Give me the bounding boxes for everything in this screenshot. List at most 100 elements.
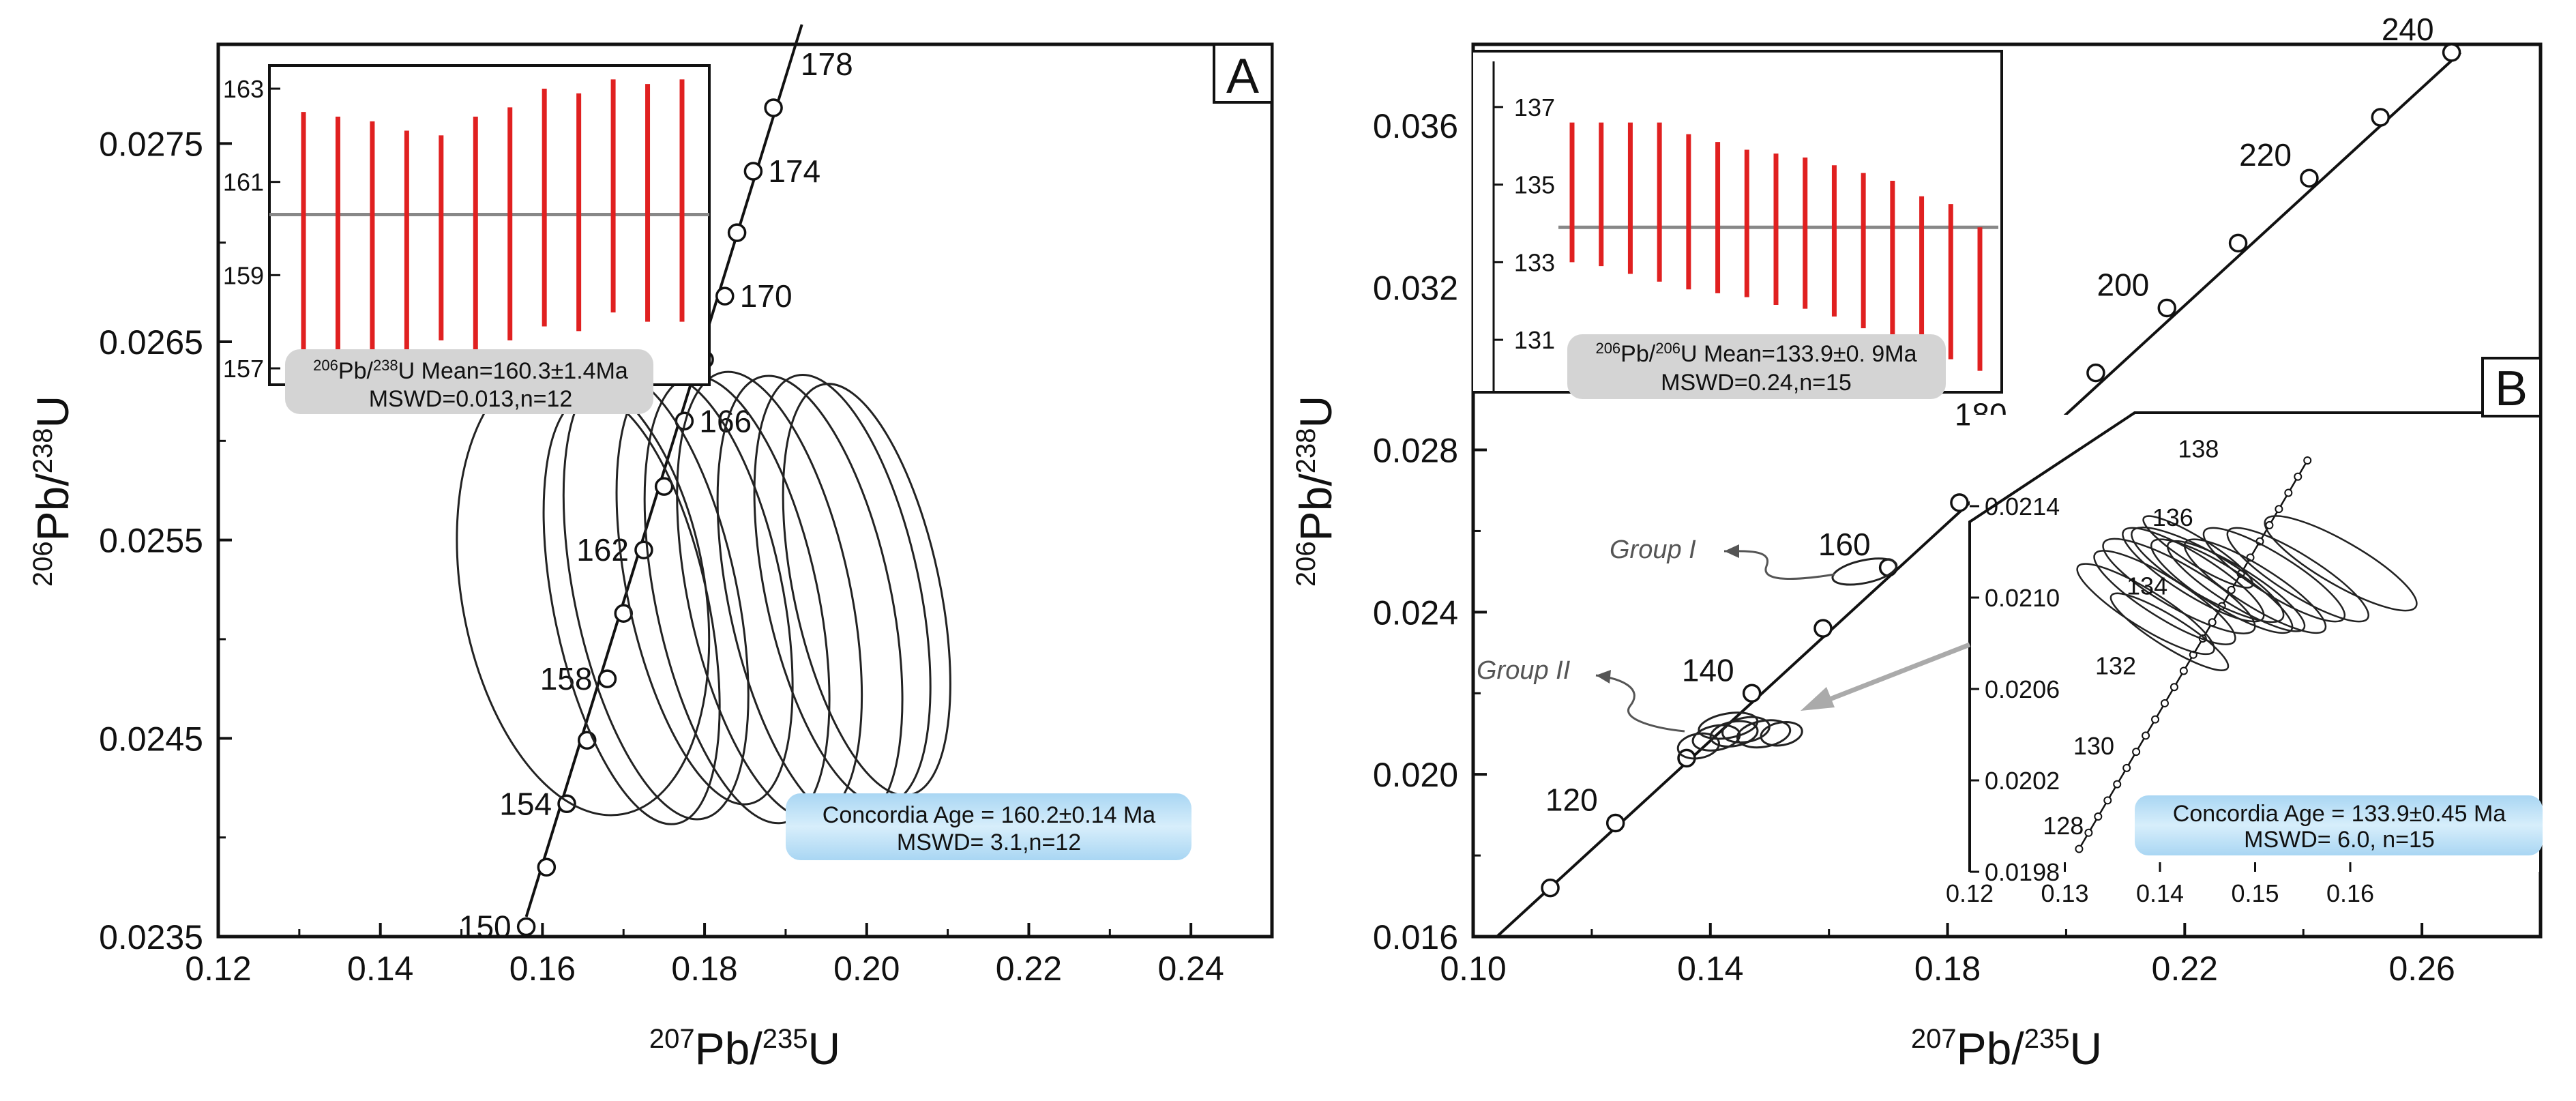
x-tick-label: 0.14 [1677,950,1743,988]
x-tick-label: 0.12 [185,950,251,988]
concordia-age-label: 120 [1545,782,1598,818]
y-tick-label: 0.0265 [99,323,203,362]
concordia-age-label: 240 [2382,12,2434,47]
zoom-concordia-marker [2151,715,2160,724]
x-tick-label: 0.24 [1157,950,1224,988]
panel-a: 0.12 0.14 0.16 0.18 0.20 0.22 0.24 0.0235 0.024… [27,24,1274,1074]
x-tick-label: 0.18 [1914,950,1981,988]
x-tick-label: 0.22 [996,950,1062,988]
concordia-age-label: 160 [1818,527,1871,562]
inset-y-tick-label: 135 [1514,171,1555,199]
panel-a-x-axis: 0.12 0.14 0.16 0.18 0.20 0.22 0.24 [185,923,1224,988]
panel-b-mean-line2: MSWD=0.24,n=15 [1661,370,1852,396]
x-tick-label: 0.16 [509,950,576,988]
concordia-age-marker [764,98,783,117]
inset-y-tick-label: 131 [1514,326,1555,354]
x-tick-label: 0.14 [347,950,413,988]
concordia-age-label: 166 [699,403,752,439]
zoom-concordia-line2: MSWD= 6.0, n=15 [2244,827,2435,853]
y-tick-label: 0.0275 [99,125,203,163]
zoom-age-label: 130 [2073,732,2114,760]
concordia-age-label: 140 [1682,652,1734,688]
error-ellipse [1691,724,1741,752]
inset-y-tick-label: 161 [223,168,264,196]
concordia-age-marker [715,287,735,306]
error-ellipse [1831,557,1898,586]
panel-a-concordia-age-line1: Concordia Age = 160.2±0.14 Ma [823,802,1155,828]
concordia-age-label: 154 [499,786,552,821]
y-tick-label: 0.020 [1373,756,1458,794]
zoom-concordia-line1: Concordia Age = 133.9±0.45 Ma [2173,801,2506,827]
x-tick-label: 0.18 [671,950,737,988]
zoom-y-tick-label: 0.0198 [1985,858,2060,886]
panel-b-mean-inset: 131 133 135 137 206Pb/206U Mean=133.9±0. 9M… [1473,50,2003,399]
y-tick-label: 0.0255 [99,522,203,560]
panel-a-y-title: 206Pb/238U [27,396,78,587]
y-tick-label: 0.032 [1373,269,1458,308]
error-ellipse [1698,711,1759,740]
panel-b-x-axis: 0.10 0.14 0.18 0.22 0.26 [1440,923,2455,988]
zoom-x-tick-label: 0.16 [2326,879,2374,907]
concordia-age-marker [1541,878,1560,898]
zoom-concordia-marker [2075,845,2084,853]
zoom-age-label: 138 [2178,435,2219,463]
group-1-arrowhead [1724,544,1739,558]
zoom-concordia-marker [2094,812,2103,821]
zoom-concordia-marker [2122,763,2131,772]
concordia-age-marker [2300,168,2319,188]
y-tick-label: 0.028 [1373,432,1458,470]
concordia-age-marker [537,857,557,877]
zoom-concordia-marker [2179,666,2188,675]
concordia-age-label: 174 [768,153,820,189]
concordia-age-marker [2086,363,2105,383]
zoom-concordia-marker [2170,683,2178,692]
zoom-age-label: 134 [2127,572,2167,600]
x-tick-label: 0.22 [2152,950,2218,988]
panel-b-group-labels: Group I Group II [1477,535,1835,733]
zoom-x-tick-label: 0.15 [2231,879,2279,907]
inset-y-tick-label: 133 [1514,248,1555,276]
concordia-age-label: 178 [801,46,853,82]
zoom-inset-diag-edge [1968,411,2136,523]
zoom-error-ellipse [2183,538,2327,634]
panel-b: 0.10 0.14 0.18 0.22 0.26 0.016 0.020 0.024 0.02… [1290,12,2543,1074]
zoom-concordia-marker [2103,796,2112,805]
panel-a-concordia-age-box: Concordia Age = 160.2±0.14 Ma MSWD= 3.1,… [786,793,1191,860]
zoom-age-label: 136 [2152,503,2193,531]
error-ellipse [1760,721,1803,747]
zoom-error-ellipse [2122,527,2265,623]
panel-a-label-box [1213,43,1273,104]
concordia-age-marker [2157,298,2176,318]
panel-a-concordia-age-line2: MSWD= 3.1,n=12 [897,830,1081,855]
zoom-error-ellipse [2109,592,2230,671]
zoom-concordia-marker [2113,780,2122,789]
concordia-age-marker [1605,813,1625,833]
zoom-age-label: 128 [2043,812,2084,840]
error-ellipse [1736,719,1792,749]
zoom-concordia-marker [2275,505,2283,514]
zoom-pointer-arrowhead [1801,687,1835,711]
zoom-concordia-marker [2084,828,2093,837]
zoom-age-label: 132 [2095,652,2136,680]
zoom-concordia-box [2135,795,2543,855]
zoom-y-tick-label: 0.0202 [1985,767,2060,795]
concordia-age-marker [1742,684,1762,703]
zoom-error-ellipse [2264,515,2418,612]
zoom-x-tick-label: 0.12 [1946,879,1994,907]
zoom-concordia-marker [2265,520,2274,529]
panel-b-y-axis: 0.016 0.020 0.024 0.028 0.032 0.036 [1373,107,1487,956]
y-tick-label: 0.016 [1373,918,1458,956]
y-tick-label: 0.036 [1373,107,1458,145]
zoom-concordia-marker [2132,748,2141,757]
zoom-y-tick-label: 0.0206 [1985,675,2060,703]
zoom-pointer-line [1820,642,1971,705]
inset-y-tick-label: 157 [223,355,264,383]
panel-b-y-title: 206Pb/238U [1290,396,1341,587]
concordia-age-label: 200 [2097,267,2150,302]
concordia-age-marker [2228,233,2248,253]
group-1-connector [1723,550,1835,580]
concordia-age-marker [597,669,617,688]
concordia-age-marker [743,162,763,181]
zoom-error-ellipse [2142,515,2254,589]
